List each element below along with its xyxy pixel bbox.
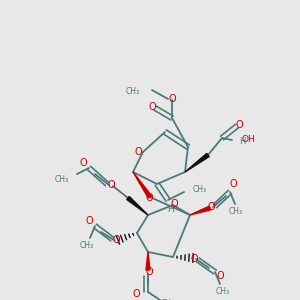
Text: O: O — [132, 289, 140, 299]
Text: O: O — [134, 147, 142, 157]
Polygon shape — [146, 252, 150, 270]
Polygon shape — [185, 153, 209, 172]
Text: O: O — [145, 193, 153, 203]
Text: O: O — [207, 202, 215, 212]
Text: O: O — [107, 180, 115, 190]
Text: O: O — [85, 216, 93, 226]
Polygon shape — [127, 196, 148, 215]
Text: CH₃: CH₃ — [126, 86, 140, 95]
Text: O: O — [79, 158, 87, 168]
Text: CH₃: CH₃ — [80, 242, 94, 250]
Text: OH: OH — [242, 134, 256, 143]
Polygon shape — [190, 206, 211, 215]
Polygon shape — [133, 172, 152, 198]
Text: H: H — [239, 136, 245, 146]
Text: CH₃: CH₃ — [229, 208, 243, 217]
Text: H: H — [167, 206, 173, 214]
Text: O: O — [112, 235, 120, 245]
Text: CH₃: CH₃ — [55, 176, 69, 184]
Text: CH₃: CH₃ — [193, 185, 207, 194]
Text: O: O — [216, 271, 224, 281]
Text: O: O — [190, 254, 198, 264]
Text: O: O — [148, 102, 156, 112]
Text: O: O — [145, 267, 153, 277]
Text: O: O — [235, 120, 243, 130]
Text: CH₃: CH₃ — [161, 299, 175, 300]
Text: O: O — [168, 94, 176, 104]
Text: CH₃: CH₃ — [216, 287, 230, 296]
Text: O: O — [229, 179, 237, 189]
Text: O: O — [170, 199, 178, 209]
